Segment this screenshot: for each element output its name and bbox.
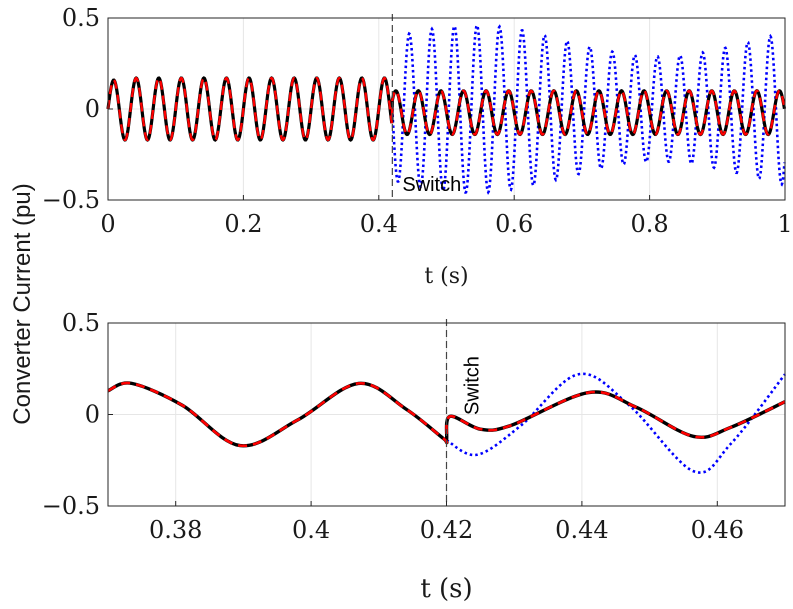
top-x-axis-label: t (s) [424,264,468,289]
p2-xtick-label: 0.44 [555,516,608,544]
y-axis-label: Converter Current (pu) [9,183,36,424]
p1-ytick-label: 0 [85,95,100,123]
top-ticks: 0 0.2 0.4 0.6 0.8 1−0.500.5 [42,4,793,238]
p2-xtick-label: 0.38 [149,516,202,544]
p1-ytick-label: −0.5 [42,186,100,214]
p2-xtick-label: 0.42 [420,516,473,544]
top-series [106,23,787,195]
bottom-series-blue-dotted [445,372,787,474]
p1-xtick-label: 0.4 [360,210,398,238]
p2-xtick-label: 0.4 [292,516,330,544]
p2-ytick-label: 0.5 [62,309,100,337]
bottom-ticks: 0.38 0.4 0.42 0.44 0.46 −0.5 0 0.5 [42,309,744,544]
p1-xtick-label: 0 [100,210,115,238]
p1-xtick-label: 0.8 [631,210,669,238]
bottom-x-axis-label: t (s) [420,574,472,604]
p1-xtick-label: 0.2 [224,210,262,238]
bottom-switch-annotation: Switch [462,356,484,415]
p2-xtick-label: 0.46 [691,516,744,544]
p1-ytick-label: 0.5 [62,4,100,32]
p2-ytick-label: 0 [85,401,100,429]
top-series-red-dashed [106,76,786,142]
top-chart: 0 0.2 0.4 0.6 0.8 1−0.500.5 Switch t (s) [42,4,793,289]
top-switch-annotation: Switch [402,174,461,196]
p2-ytick-label: −0.5 [42,492,100,520]
bottom-chart: 0.38 0.4 0.42 0.44 0.46 −0.5 0 0.5 Switch t (s) [42,309,787,604]
p1-xtick-label: 0.6 [495,210,533,238]
p1-xtick-label: 1 [777,210,792,238]
